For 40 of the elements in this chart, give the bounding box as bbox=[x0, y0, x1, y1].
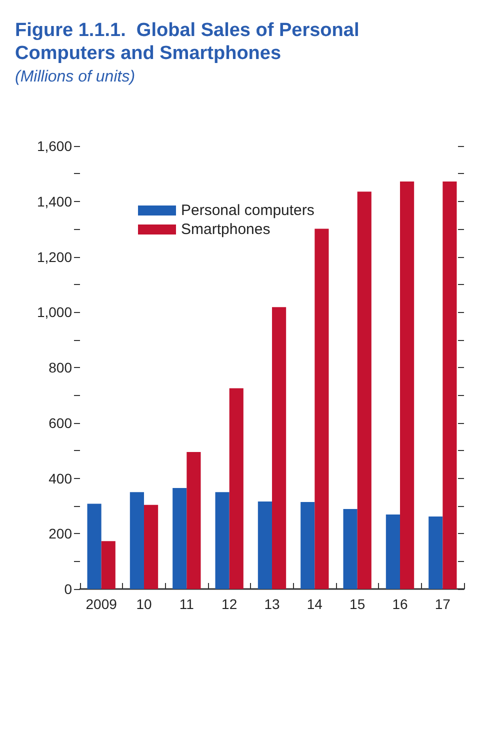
bar bbox=[428, 516, 443, 589]
y-tick-label: 600 bbox=[48, 414, 72, 431]
bar bbox=[272, 307, 286, 589]
bar bbox=[215, 492, 230, 589]
y-tick-label: 0 bbox=[64, 581, 72, 597]
x-tick-label: 16 bbox=[392, 596, 408, 612]
bar bbox=[144, 504, 158, 589]
x-tick-label: 17 bbox=[434, 596, 451, 612]
x-tick-label: 13 bbox=[264, 596, 280, 612]
bar bbox=[87, 504, 102, 589]
x-tick-label: 11 bbox=[179, 596, 194, 612]
y-tick-label: 200 bbox=[48, 526, 72, 542]
x-tick-label: 14 bbox=[306, 596, 323, 612]
bar bbox=[130, 492, 144, 589]
bar bbox=[172, 488, 187, 589]
bar bbox=[357, 192, 372, 589]
chart-subtitle: (Millions of units) bbox=[15, 68, 136, 86]
bar bbox=[343, 508, 358, 589]
bar bbox=[101, 541, 116, 589]
x-tick-label: 15 bbox=[350, 596, 366, 612]
bar bbox=[400, 181, 414, 589]
bar bbox=[186, 452, 201, 589]
bar bbox=[314, 228, 329, 589]
chart-title: Figure 1.1.1. Global Sales of Personal Computers and Smartphones bbox=[15, 20, 365, 64]
bar bbox=[442, 181, 457, 589]
y-tick-label: 400 bbox=[48, 470, 72, 486]
y-tick-label: 1,200 bbox=[36, 248, 72, 265]
bar bbox=[300, 502, 315, 589]
bar bbox=[258, 502, 272, 589]
y-tick-label: 1,000 bbox=[36, 304, 72, 320]
bar bbox=[229, 388, 244, 589]
y-tick-label: 800 bbox=[48, 360, 72, 376]
x-tick-label: 2009 bbox=[86, 596, 118, 612]
x-tick-label: 12 bbox=[222, 596, 238, 612]
legend-label: Personal computers bbox=[181, 202, 314, 219]
y-tick-label: 1,600 bbox=[36, 138, 72, 154]
x-tick-label: 10 bbox=[136, 596, 152, 612]
bar bbox=[386, 514, 400, 589]
legend-label: Smartphones bbox=[181, 221, 270, 238]
y-tick-label: 1,400 bbox=[36, 193, 72, 210]
